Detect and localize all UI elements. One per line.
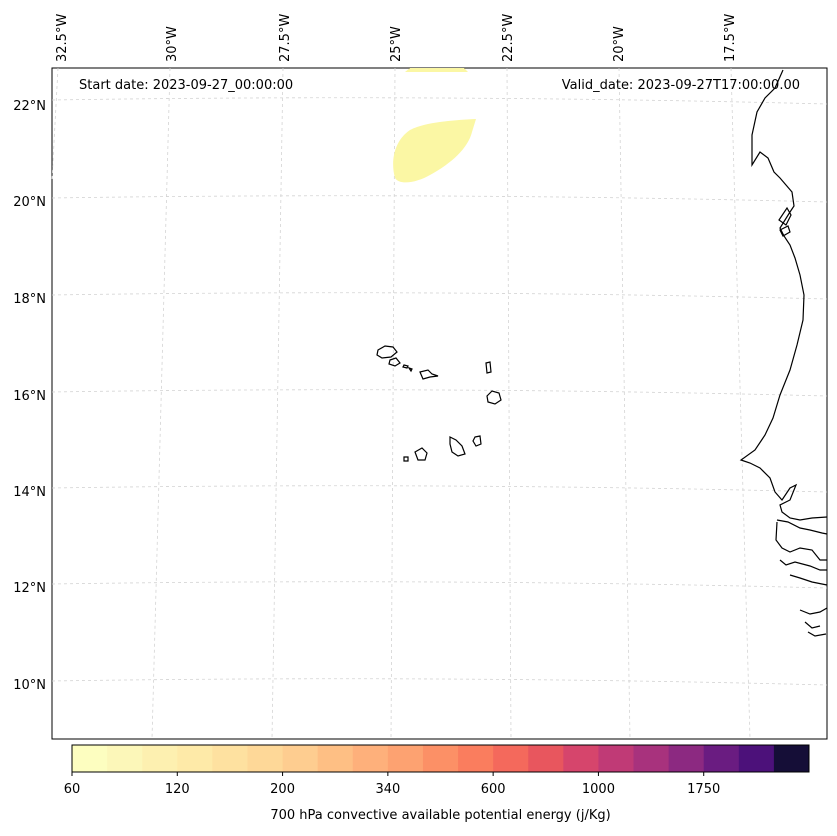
cape-area-main — [393, 119, 476, 183]
colorbar-title: 700 hPa convective available potential e… — [270, 808, 611, 823]
gridline-lon-25w — [390, 67, 396, 740]
colorbar — [71, 744, 810, 773]
colorbar-tick-label: 120 — [165, 782, 190, 797]
longitude-labels: 32.5°W 30°W 27.5°W 25°W 22.5°W 20°W 17.5°W — [55, 14, 738, 62]
coastline-mainland — [739, 69, 828, 521]
colorbar-segment — [387, 745, 424, 772]
gridline-lon-27-5w — [271, 67, 284, 740]
banc-arguin-island — [778, 206, 792, 226]
coastline — [739, 69, 828, 637]
gridline-lon-17-5w — [730, 67, 751, 740]
colorbar-segment — [738, 745, 775, 772]
colorbar-segment — [633, 745, 670, 772]
colorbar-segment — [317, 745, 354, 772]
colorbar-segment — [703, 745, 740, 772]
colorbar-tick-label: 200 — [270, 782, 295, 797]
longitude-label: 20°W — [612, 26, 627, 62]
latitude-label: 20°N — [13, 195, 46, 210]
valid-date-annotation: Valid_date: 2023-09-27T17:00:00.00 — [561, 78, 800, 93]
colorbar-tick-label: 60 — [64, 782, 81, 797]
gridline-lat-20n — [51, 195, 828, 203]
latitude-label: 12°N — [13, 581, 46, 596]
coastline-guinea-bissau — [775, 519, 828, 637]
latitude-label: 14°N — [13, 485, 46, 500]
cape-area-north — [405, 68, 468, 72]
island-santiago — [449, 436, 466, 457]
island-fogo — [414, 447, 428, 461]
gridline-lat-22n — [51, 97, 828, 105]
longitude-label: 17.5°W — [723, 14, 738, 62]
gridline-lat-18n — [51, 292, 828, 300]
colorbar-frame — [71, 744, 810, 773]
island-santa-luzia — [402, 364, 409, 369]
colorbar-segment — [528, 745, 564, 772]
colorbar-ticks: 60 120 200 340 600 1000 1750 — [64, 772, 720, 797]
gridline-lat-14n — [51, 485, 828, 493]
longitude-label: 22.5°W — [501, 14, 516, 62]
colorbar-segment — [493, 745, 529, 772]
island-santo-antao — [376, 345, 398, 359]
colorbar-segment — [422, 745, 459, 772]
gridline-lon-32-5w — [51, 67, 59, 181]
gridline-lon-30w — [151, 67, 171, 740]
latitude-labels: 22°N 20°N 18°N 16°N 14°N 12°N 10°N — [13, 99, 46, 693]
gridline-lon-20w — [618, 67, 631, 740]
colorbar-segment — [247, 745, 284, 772]
gridlines — [51, 67, 828, 740]
colorbar-segment — [142, 745, 178, 772]
colorbar-segment — [107, 745, 143, 772]
colorbar-tick-label: 1750 — [687, 782, 720, 797]
island-sao-vicente — [388, 357, 401, 367]
colorbar-segment — [212, 745, 248, 772]
gridline-lat-16n — [51, 389, 828, 397]
colorbar-segment — [72, 745, 108, 772]
start-date-annotation: Start date: 2023-09-27_00:00:00 — [79, 78, 294, 93]
longitude-label: 30°W — [165, 26, 180, 62]
island-sal — [485, 361, 492, 374]
colorbar-tick-label: 1000 — [582, 782, 615, 797]
colorbar-segment — [177, 745, 213, 772]
colorbar-segment — [598, 745, 635, 772]
colorbar-segment — [773, 745, 810, 772]
gridline-lat-10n — [51, 678, 828, 686]
tidra-island — [779, 225, 791, 237]
island-boa-vista — [486, 390, 502, 405]
latitude-label: 18°N — [13, 292, 46, 307]
colorbar-segment — [668, 745, 705, 772]
island-brava — [403, 456, 409, 462]
island-maio — [472, 435, 482, 447]
map-frame — [51, 67, 828, 740]
colorbar-tick-label: 600 — [481, 782, 506, 797]
latitude-label: 16°N — [13, 389, 46, 404]
gridline-lat-12n — [51, 581, 828, 589]
cape-verde-islands — [376, 345, 502, 462]
island-raso — [407, 366, 413, 373]
colorbar-segment — [458, 745, 494, 772]
longitude-label: 27.5°W — [278, 14, 293, 62]
colorbar-segment — [352, 745, 389, 772]
cape-contour-fill — [393, 68, 476, 183]
longitude-label: 25°W — [389, 26, 404, 62]
latitude-label: 22°N — [13, 99, 46, 114]
latitude-label: 10°N — [13, 678, 46, 693]
colorbar-segment — [563, 745, 599, 772]
colorbar-segment — [282, 745, 319, 772]
island-sao-nicolau — [419, 369, 439, 380]
longitude-label: 32.5°W — [55, 14, 70, 62]
colorbar-tick-label: 340 — [375, 782, 400, 797]
gridline-lon-22-5w — [506, 67, 512, 740]
